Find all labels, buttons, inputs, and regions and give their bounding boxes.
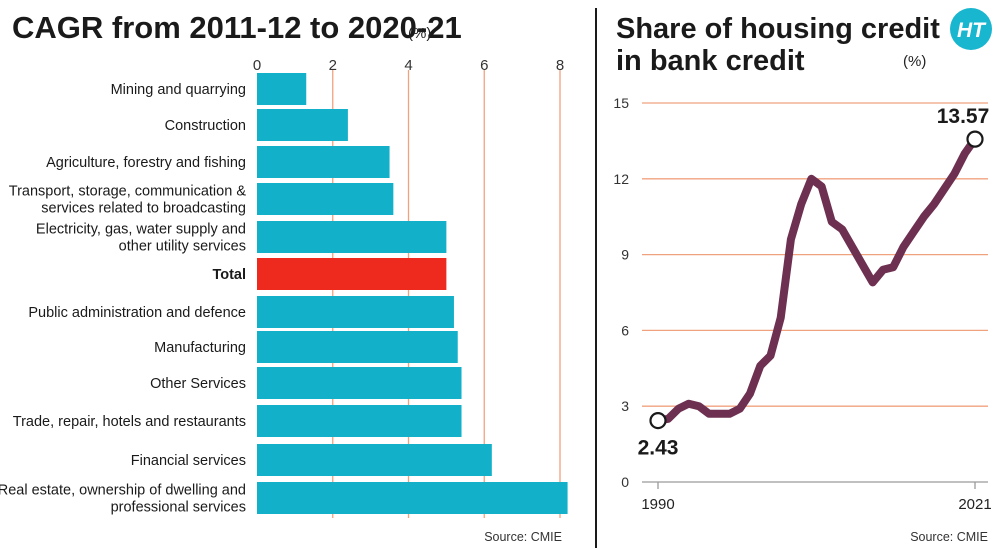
ht-logo: HT bbox=[950, 8, 992, 50]
bar bbox=[257, 367, 462, 399]
category-label: Real estate, ownership of dwelling and bbox=[0, 483, 246, 499]
bar bbox=[257, 221, 447, 253]
bar bbox=[257, 482, 568, 514]
cagr-category-labels: Mining and quarrying Construction Agricult… bbox=[0, 82, 246, 516]
housing-y-tick-label: 15 bbox=[613, 95, 629, 111]
category-label: Electricity, gas, water supply and bbox=[36, 222, 246, 238]
category-label: professional services bbox=[111, 500, 246, 516]
cagr-title: CAGR from 2011-12 to 2020-21 bbox=[12, 10, 462, 45]
cagr-x-tick-label: 0 bbox=[253, 57, 261, 74]
cagr-x-tick-label: 2 bbox=[329, 57, 337, 74]
bar bbox=[257, 405, 462, 437]
bar bbox=[257, 444, 492, 476]
housing-x-ticks: 1990 2021 bbox=[641, 482, 992, 513]
category-label: Mining and quarrying bbox=[111, 82, 246, 98]
cagr-x-tick-label: 6 bbox=[480, 57, 488, 74]
category-label: Agriculture, forestry and fishing bbox=[46, 155, 246, 171]
bar bbox=[257, 296, 454, 328]
bar bbox=[257, 109, 348, 141]
cagr-x-ticks: 0 2 4 6 8 bbox=[253, 57, 564, 74]
cagr-x-tick-label: 8 bbox=[556, 57, 564, 74]
housing-credit-chart: Share of housing credit in bank credit (… bbox=[613, 8, 992, 544]
end-value-label: 13.57 bbox=[937, 105, 990, 128]
housing-y-tick-label: 12 bbox=[613, 171, 629, 187]
cagr-chart: CAGR from 2011-12 to 2020-21 (%) 0 2 4 6 8 M… bbox=[0, 10, 568, 544]
housing-y-tick-label: 0 bbox=[621, 474, 629, 490]
housing-x-tick-label: 2021 bbox=[958, 496, 991, 513]
category-label: Trade, repair, hotels and restaurants bbox=[13, 414, 246, 430]
housing-series-line bbox=[654, 135, 979, 425]
housing-x-tick-label: 1990 bbox=[641, 496, 674, 513]
start-value-label: 2.43 bbox=[638, 437, 679, 460]
bar bbox=[257, 146, 390, 178]
housing-gridlines bbox=[642, 102, 988, 483]
cagr-source: Source: CMIE bbox=[484, 530, 562, 544]
category-label: other utility services bbox=[119, 239, 246, 255]
bar bbox=[257, 73, 307, 105]
start-point-marker bbox=[649, 412, 667, 430]
cagr-gridlines bbox=[332, 70, 561, 518]
ht-logo-badge bbox=[950, 8, 992, 50]
category-label: Construction bbox=[165, 118, 246, 134]
cagr-x-tick-label: 4 bbox=[404, 57, 412, 74]
bar-total bbox=[257, 258, 447, 290]
ht-logo-text: HT bbox=[957, 19, 987, 42]
category-label: Transport, storage, communication & bbox=[9, 184, 247, 200]
housing-title-line-2: in bank credit bbox=[616, 45, 805, 77]
bar bbox=[257, 183, 394, 215]
category-label: services related to broadcasting bbox=[41, 201, 246, 217]
housing-y-tick-label: 3 bbox=[621, 398, 629, 414]
housing-y-tick-label: 9 bbox=[621, 247, 629, 263]
housing-unit: (%) bbox=[903, 53, 926, 70]
category-label: Other Services bbox=[150, 376, 246, 392]
end-point-marker bbox=[966, 130, 984, 148]
housing-source: Source: CMIE bbox=[910, 530, 988, 544]
cagr-bars bbox=[257, 73, 568, 514]
category-label: Public administration and defence bbox=[28, 305, 246, 321]
category-label: Total bbox=[212, 267, 246, 283]
housing-y-ticks: 0 3 6 9 12 15 bbox=[613, 95, 629, 490]
housing-title-line-1: Share of housing credit bbox=[616, 13, 940, 45]
bar bbox=[257, 331, 458, 363]
category-label: Manufacturing bbox=[154, 340, 246, 356]
housing-y-tick-label: 6 bbox=[621, 322, 629, 338]
cagr-unit: (%) bbox=[408, 25, 431, 42]
category-label: Financial services bbox=[131, 453, 246, 469]
